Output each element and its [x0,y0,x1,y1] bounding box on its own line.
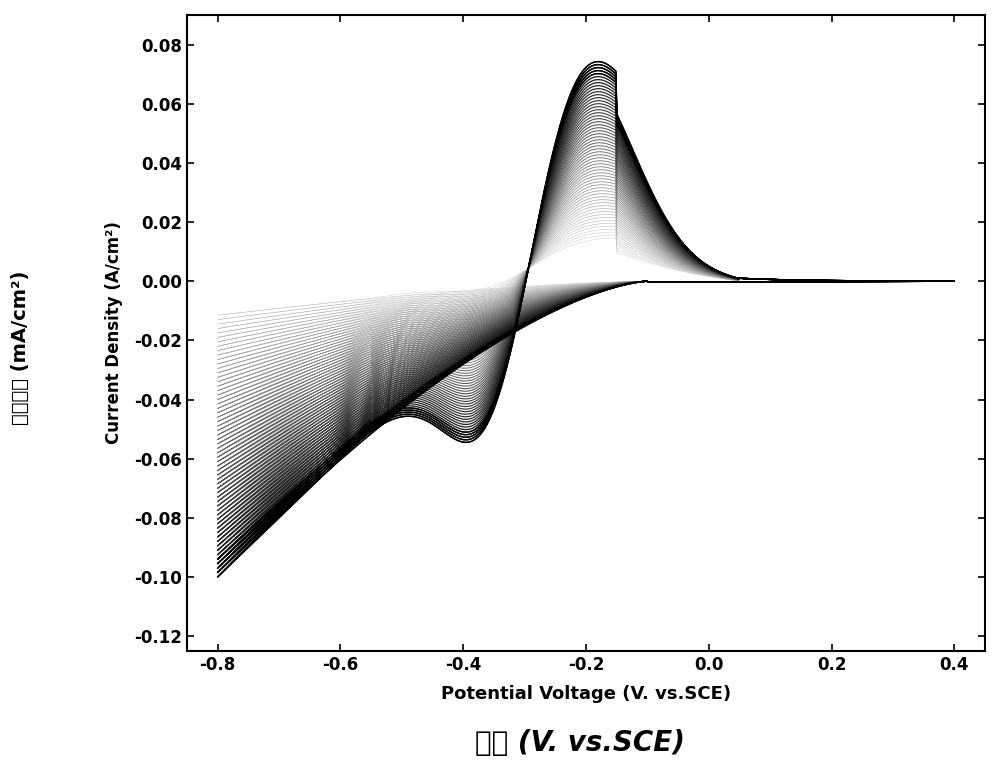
Text: 电压 (V. vs.SCE): 电压 (V. vs.SCE) [475,729,685,757]
Text: 电流密度 (mA/cm²): 电流密度 (mA/cm²) [10,270,30,425]
Y-axis label: Current Density (A/cm²): Current Density (A/cm²) [105,222,123,445]
X-axis label: Potential Voltage (V. vs.SCE): Potential Voltage (V. vs.SCE) [441,685,731,703]
